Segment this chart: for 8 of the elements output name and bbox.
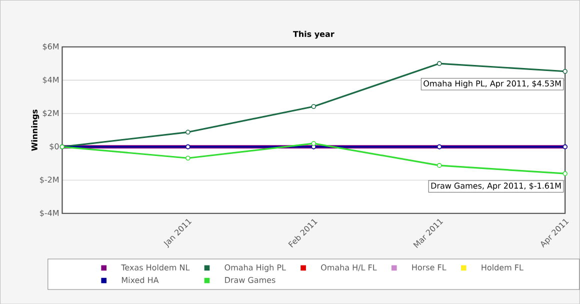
point: [311, 104, 316, 109]
point: [186, 130, 190, 134]
point: [186, 156, 190, 160]
point: [311, 140, 316, 146]
point: [562, 171, 568, 176]
point: [562, 68, 568, 74]
point: [436, 61, 442, 66]
point: [436, 162, 442, 168]
